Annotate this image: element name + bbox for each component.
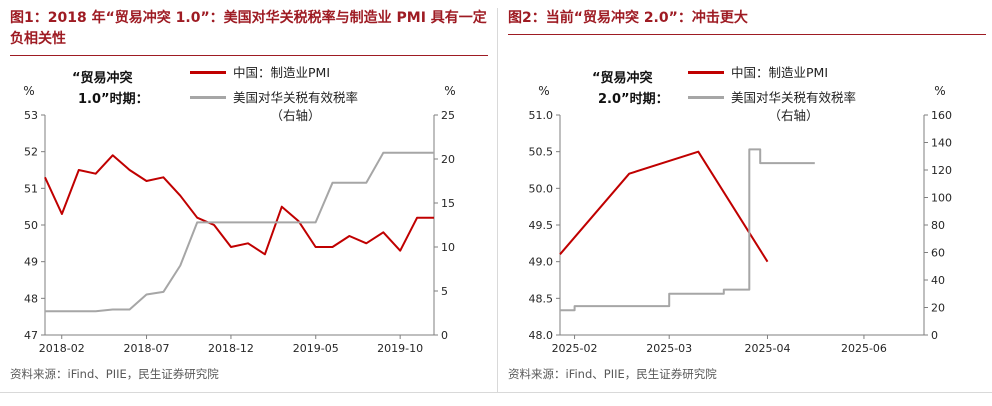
- svg-text:50.0: 50.0: [529, 182, 554, 195]
- svg-text:2019-05: 2019-05: [293, 342, 339, 355]
- figure2-period-annotation: “贸易冲突 2.0”时期：: [592, 68, 669, 111]
- legend-item-tariff: 美国对华关税有效税率 （右轴）: [190, 89, 358, 125]
- tariff-line-swatch: [688, 96, 724, 100]
- svg-text:%: %: [934, 84, 945, 98]
- tariff-legend-label-line1: 美国对华关税有效税率: [233, 90, 359, 106]
- figure1-legend: 中国：制造业PMI 美国对华关税有效税率 （右轴）: [190, 64, 358, 125]
- svg-text:120: 120: [931, 164, 952, 177]
- svg-text:49: 49: [24, 256, 38, 269]
- svg-text:51: 51: [24, 182, 38, 195]
- svg-text:49.0: 49.0: [529, 256, 554, 269]
- figure2-source: 资料来源：iFind、PIIE，民生证券研究院: [508, 367, 717, 381]
- tariff-line-swatch: [190, 96, 226, 100]
- svg-text:51.0: 51.0: [529, 109, 554, 122]
- svg-text:60: 60: [931, 247, 945, 260]
- pmi-line: [44, 154, 434, 256]
- annotation-line2: 1.0”时期：: [78, 92, 149, 108]
- svg-text:100: 100: [931, 192, 952, 205]
- svg-text:48: 48: [24, 292, 38, 305]
- annotation-line2: 2.0”时期：: [598, 92, 669, 108]
- svg-text:25: 25: [441, 109, 455, 122]
- svg-text:0: 0: [441, 329, 448, 342]
- svg-text:160: 160: [931, 109, 952, 122]
- tariff-legend-label-line2: （右轴）: [768, 108, 819, 124]
- figure2-panel: 图2：当前“贸易冲突 2.0”：冲击更大 51.0 50.5 50.0 49.5 49.…: [508, 0, 986, 406]
- figure1-panel: 图1：2018 年“贸易冲突 1.0”：美国对华关税税率与制造业 PMI 具有一…: [10, 0, 488, 406]
- svg-text:50.5: 50.5: [529, 146, 554, 159]
- svg-text:53: 53: [24, 109, 38, 122]
- svg-text:2025-03: 2025-03: [646, 342, 692, 355]
- svg-text:50: 50: [24, 219, 38, 232]
- tariff-legend-label-line1: 美国对华关税有效税率: [731, 90, 857, 106]
- annotation-line1: “贸易冲突: [72, 71, 133, 86]
- svg-text:49.5: 49.5: [529, 219, 554, 232]
- svg-text:80: 80: [931, 219, 945, 232]
- figure2-legend: 中国：制造业PMI 美国对华关税有效税率 （右轴）: [688, 64, 856, 125]
- figure1-period-annotation: “贸易冲突 1.0”时期：: [72, 68, 149, 111]
- legend-item-tariff: 美国对华关税有效税率 （右轴）: [688, 89, 856, 125]
- svg-text:48.5: 48.5: [529, 292, 554, 305]
- svg-text:2025-02: 2025-02: [552, 342, 598, 355]
- svg-text:48.0: 48.0: [529, 329, 554, 342]
- svg-text:2018-07: 2018-07: [124, 342, 170, 355]
- svg-text:2019-10: 2019-10: [377, 342, 423, 355]
- pmi-legend-label: 中国：制造业PMI: [233, 65, 331, 80]
- svg-text:52: 52: [24, 146, 38, 159]
- svg-text:2018-02: 2018-02: [39, 342, 85, 355]
- svg-text:2018-12: 2018-12: [208, 342, 254, 355]
- svg-text:20: 20: [441, 153, 455, 166]
- svg-text:0: 0: [931, 329, 938, 342]
- svg-text:%: %: [538, 84, 549, 98]
- figure2-chart-area: 51.0 50.5 50.0 49.5 49.0 48.5 48.0 160 140 120 100…: [508, 60, 986, 360]
- svg-text:2025-04: 2025-04: [744, 342, 790, 355]
- svg-text:%: %: [444, 84, 455, 98]
- legend-item-pmi: 中国：制造业PMI: [190, 64, 358, 82]
- figure2-title: 图2：当前“贸易冲突 2.0”：冲击更大: [508, 8, 986, 35]
- svg-text:140: 140: [931, 137, 952, 150]
- figure1-title: 图1：2018 年“贸易冲突 1.0”：美国对华关税税率与制造业 PMI 具有一…: [10, 8, 488, 56]
- annotation-line1: “贸易冲突: [592, 71, 653, 86]
- svg-text:%: %: [23, 84, 34, 98]
- tariff-legend-label: 美国对华关税有效税率 （右轴）: [233, 89, 358, 125]
- figure1-chart-area: 53 52 51 50 49 48 47 25 20 15 10 5 0%% 2018-02 2018-07…: [10, 60, 488, 360]
- svg-text:2025-06: 2025-06: [841, 342, 887, 355]
- svg-text:20: 20: [931, 302, 945, 315]
- tariff-legend-label: 美国对华关税有效税率 （右轴）: [731, 89, 856, 125]
- svg-text:5: 5: [441, 285, 448, 298]
- panel-divider: [497, 8, 498, 392]
- bottom-divider: [0, 392, 992, 393]
- legend-item-pmi: 中国：制造业PMI: [688, 64, 856, 82]
- svg-text:47: 47: [24, 329, 38, 342]
- pmi-line: [559, 150, 769, 263]
- pmi-line-swatch: [190, 71, 226, 74]
- figure2-chart: 51.0 50.5 50.0 49.5 49.0 48.5 48.0 160 140 120 100…: [529, 84, 953, 355]
- svg-text:40: 40: [931, 274, 945, 287]
- tariff-line: [45, 151, 434, 313]
- svg-text:10: 10: [441, 241, 455, 254]
- pmi-line-swatch: [688, 71, 724, 74]
- tariff-legend-label-line2: （右轴）: [270, 108, 321, 124]
- tariff-line: [560, 148, 815, 312]
- figure1-source: 资料来源：iFind、PIIE，民生证券研究院: [10, 367, 219, 381]
- svg-text:15: 15: [441, 197, 455, 210]
- pmi-legend-label: 中国：制造业PMI: [731, 65, 829, 80]
